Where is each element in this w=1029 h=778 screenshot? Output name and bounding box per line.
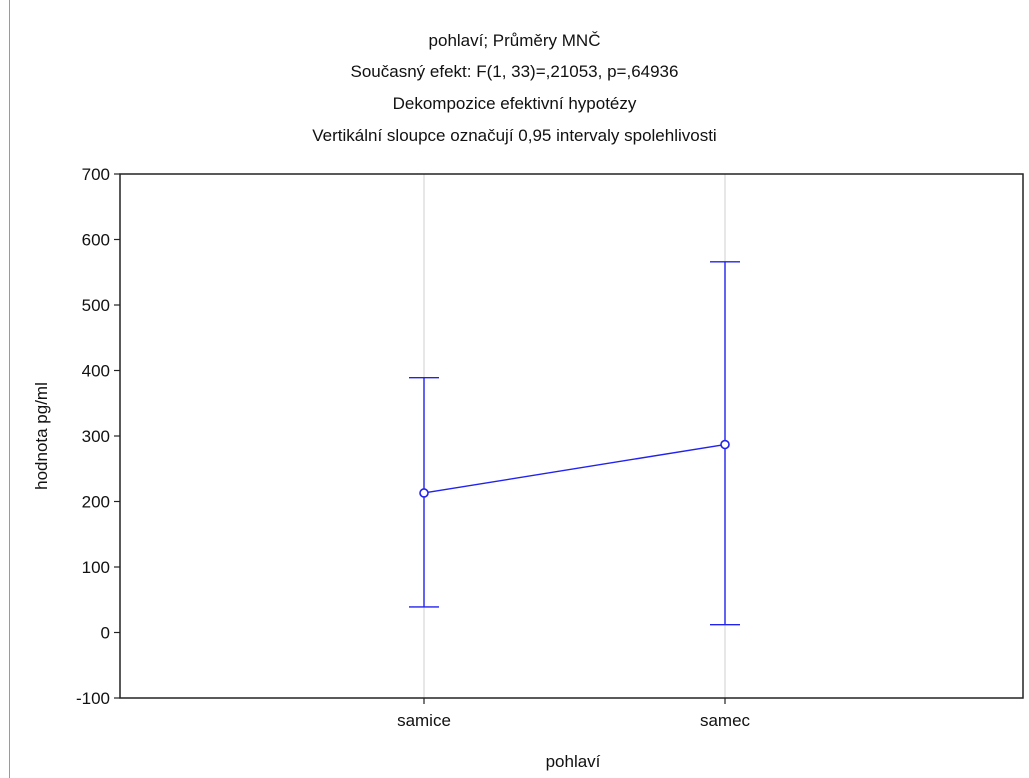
x-axis-ticks: samice samec: [397, 698, 751, 730]
chart-subtitle-ci-note: Vertikální sloupce označují 0,95 interva…: [312, 126, 717, 145]
plot-frame: [119, 173, 1024, 699]
window-left-border: [9, 0, 10, 778]
chart-subtitle-decomposition: Dekompozice efektivní hypotézy: [392, 94, 637, 113]
data-point-samice: [419, 488, 429, 498]
series-line: [423, 443, 726, 494]
y-axis-label: hodnota pg/ml: [32, 382, 51, 490]
y-tick-label: 600: [82, 231, 110, 250]
data-point-samec: [720, 439, 730, 450]
x-tick-label-samec: samec: [700, 711, 751, 730]
y-tick-label: 300: [82, 427, 110, 446]
y-tick-label: 100: [82, 558, 110, 577]
x-axis-label: pohlaví: [546, 752, 601, 771]
y-tick-label: 0: [101, 624, 110, 643]
y-axis-ticks: -100 0 100 200 300 400 500 600 700: [76, 165, 120, 708]
y-tick-label: 400: [82, 362, 110, 381]
series-layer: [409, 261, 740, 626]
x-tick-label-samice: samice: [397, 711, 451, 730]
y-tick-label: 500: [82, 296, 110, 315]
chart-title: pohlaví; Průměry MNČ: [428, 31, 601, 50]
grid-layer: [423, 174, 726, 698]
y-tick-label: 700: [82, 165, 110, 184]
y-tick-label: -100: [76, 689, 110, 708]
chart-subtitle-effect: Současný efekt: F(1, 33)=,21053, p=,6493…: [350, 62, 679, 81]
y-tick-label: 200: [82, 493, 110, 512]
